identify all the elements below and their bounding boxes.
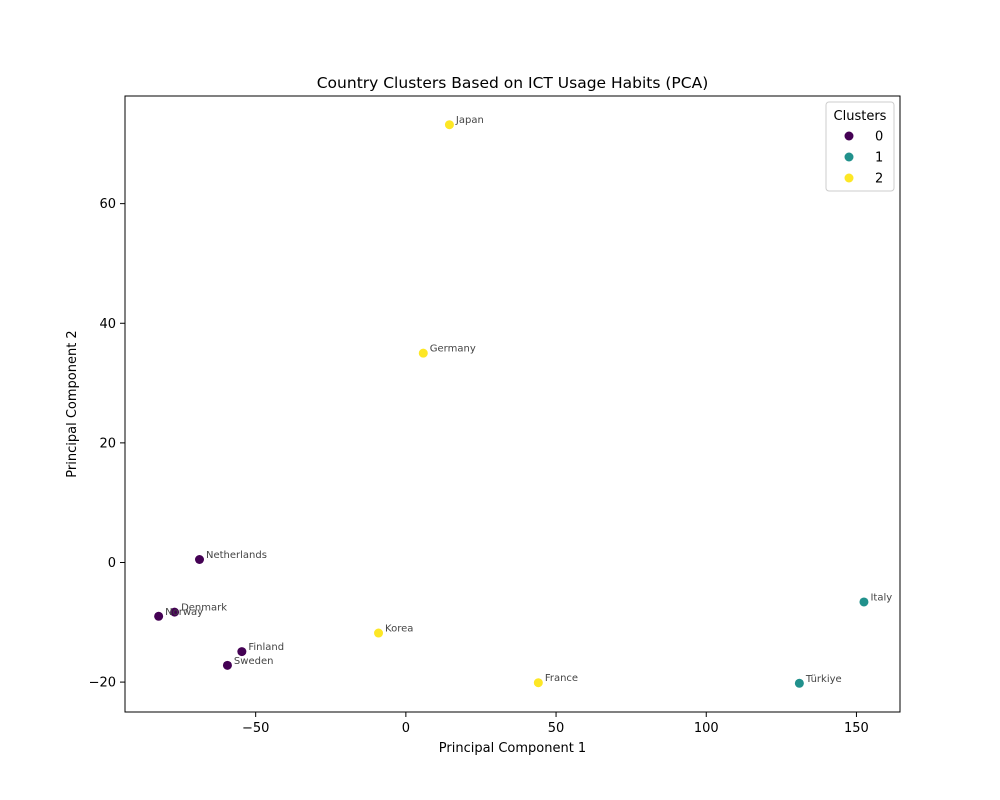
legend: Clusters 0 1 2: [825, 101, 895, 192]
data-point-denmark: [170, 607, 180, 617]
legend-title: Clusters: [834, 109, 887, 124]
data-point-türkiye: [794, 678, 804, 688]
y-tick-label: 40: [99, 317, 116, 332]
point-label: France: [545, 673, 578, 684]
data-point-japan: [444, 120, 454, 130]
data-point-france: [533, 678, 543, 688]
y-tick-label: −20: [89, 676, 116, 691]
data-point-korea: [374, 628, 384, 638]
point-label: Netherlands: [206, 550, 267, 561]
data-point-italy: [859, 597, 869, 607]
point-label: Sweden: [234, 656, 274, 667]
plot-frame: [124, 95, 901, 713]
point-label: Japan: [455, 115, 484, 126]
x-axis-label: Principal Component 1: [439, 741, 586, 756]
legend-box: [825, 101, 895, 192]
data-point-germany: [418, 348, 428, 358]
data-point-sweden: [222, 660, 232, 670]
data-point-finland: [237, 647, 247, 657]
x-tick-label: 50: [548, 721, 565, 736]
point-label: Finland: [248, 642, 284, 653]
x-tick-label: −50: [242, 721, 269, 736]
point-label: Norway: [165, 607, 203, 618]
x-axis: −50 0 50 100 150: [242, 712, 869, 736]
point-label: Italy: [870, 592, 892, 603]
y-axis: −20 0 20 40 60: [89, 197, 125, 691]
legend-entries: 0 1 2: [844, 130, 883, 187]
legend-label: 0: [875, 130, 883, 145]
y-tick-label: 20: [99, 436, 116, 451]
y-tick-label: 0: [108, 556, 116, 571]
legend-label: 1: [875, 151, 883, 166]
chart-title: Country Clusters Based on ICT Usage Habi…: [317, 74, 709, 92]
x-tick-label: 150: [844, 721, 869, 736]
point-label: Korea: [385, 624, 413, 635]
legend-label: 2: [875, 172, 883, 187]
point-label: Germany: [430, 344, 476, 355]
legend-marker: [844, 131, 854, 141]
x-tick-label: 100: [694, 721, 719, 736]
data-point-netherlands: [194, 554, 204, 564]
x-tick-label: 0: [402, 721, 410, 736]
point-label: Türkiye: [805, 674, 842, 685]
legend-marker: [844, 173, 854, 183]
point-label: Denmark: [181, 603, 227, 614]
y-tick-label: 60: [99, 197, 116, 212]
y-axis-label: Principal Component 2: [65, 330, 80, 477]
data-point-norway: [154, 611, 164, 621]
legend-marker: [844, 152, 854, 162]
